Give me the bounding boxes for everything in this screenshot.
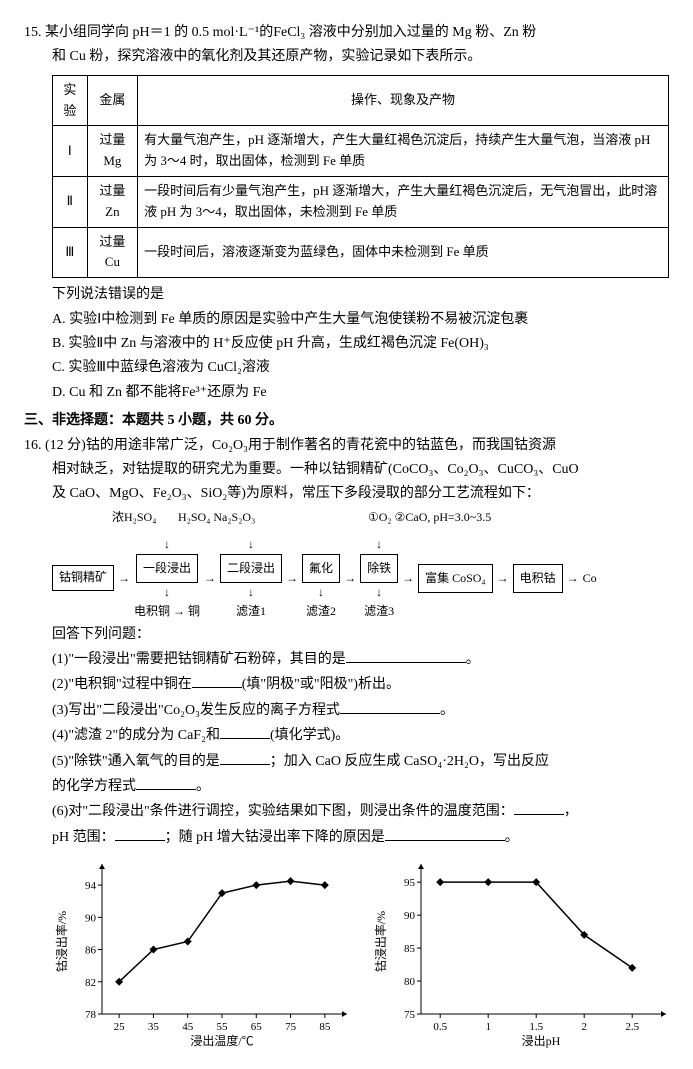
svg-text:80: 80 [404, 976, 416, 988]
arrow-icon: → [495, 569, 511, 588]
q15-table: 实验 金属 操作、现象及产物 Ⅰ 过量 Mg 有大量气泡产生，pH 逐渐增大，产… [52, 75, 669, 278]
q16-number: 16. [24, 438, 42, 453]
flow-b2: 二段浸出 [220, 554, 282, 583]
arrow-icon: → [284, 569, 300, 588]
arrow-icon: → [565, 569, 581, 588]
flow-start: 钴铜精矿 [52, 565, 114, 591]
blank[interactable] [220, 724, 270, 739]
svg-text:1: 1 [485, 1021, 491, 1033]
q15-B: B. 实验Ⅱ中 Zn 与溶液中的 H⁺反应使 pH 升高，生成红褐色沉淀 Fe(… [24, 333, 669, 355]
svg-text:0.5: 0.5 [433, 1021, 447, 1033]
q15-stem-l2: 和 Cu 粉，探究溶液中的氧化剂及其还原产物，实验记录如下表所示。 [24, 46, 669, 68]
q16-p5b: 的化学方程式。 [24, 775, 669, 798]
q16-stem-l2: 相对缺乏，对钴提取的研究尤为重要。一种以钴铜精矿(CoCO₃、Co₂O₃、CuC… [24, 459, 669, 481]
chart-ph: 75 80 85 90 95 0.5 1 1.5 2 2.5 浸出pH 钴浸出率/% [371, 859, 670, 1049]
q16-p4: (4)"滤渣 2"的成分为 CaF₂和(填化学式)。 [24, 724, 669, 747]
blank[interactable] [192, 673, 242, 688]
q16-p3: (3)写出"二段浸出"Co₂O₃发生反应的离子方程式。 [24, 699, 669, 722]
q15-C: C. 实验Ⅲ中蓝绿色溶液为 CuCl₂溶液 [24, 357, 669, 379]
table-row: Ⅲ 过量 Cu 一段时间后，溶液逐渐变为蓝绿色，固体中未检测到 Fe 单质 [53, 227, 669, 278]
flow-b3: 氟化 [302, 554, 340, 583]
flow-d3: 滤渣2 [306, 602, 336, 621]
svg-text:浸出温度/℃: 浸出温度/℃ [190, 1033, 253, 1048]
svg-text:35: 35 [148, 1021, 160, 1033]
flow-top-labels: 浓H₂SO₄ H₂SO₄ Na₂S₂O₃ ①O₂ ②CaO, pH=3.0~3.… [112, 508, 669, 527]
q15-stem: 15. 某小组同学向 pH＝1 的 0.5 mol·L⁻¹的FeCl₃ 溶液中分… [24, 22, 669, 44]
q15-A: A. 实验Ⅰ中检测到 Fe 单质的原因是实验中产生大量气泡使镁粉不易被沉淀包裹 [24, 309, 669, 331]
svg-text:55: 55 [217, 1021, 229, 1033]
th-obs: 操作、现象及产物 [138, 75, 669, 126]
flow-b4: 除铁 [360, 554, 398, 583]
svg-text:85: 85 [404, 943, 416, 955]
svg-text:75: 75 [285, 1021, 297, 1033]
q15-post: 下列说法错误的是 [24, 284, 669, 306]
arrow-icon: → [202, 569, 218, 588]
q16-p6: (6)对"二段浸出"条件进行调控，实验结果如下图，则浸出条件的温度范围：， [24, 800, 669, 823]
blank[interactable] [115, 826, 165, 841]
q16-p5: (5)"除铁"通入氧气的目的是；加入 CaO 反应生成 CaSO₄·2H₂O，写… [24, 750, 669, 773]
svg-text:2: 2 [581, 1021, 587, 1033]
q16-stem: 16. (12 分)钴的用途非常广泛，Co₂O₃用于制作著名的青花瓷中的钴蓝色，… [24, 435, 669, 457]
blank[interactable] [136, 775, 196, 790]
flow-b5: 富集 CoSO₄ [418, 564, 493, 593]
svg-text:45: 45 [182, 1021, 194, 1033]
svg-text:75: 75 [404, 1009, 416, 1021]
svg-text:1.5: 1.5 [529, 1021, 543, 1033]
svg-text:90: 90 [85, 912, 97, 924]
flow-diagram: 钴铜精矿 → ↓ 一段浸出 ↓ 电积铜 → 铜 → ↓ 二段浸出 ↓ 滤渣1 →… [52, 535, 669, 622]
q16-p6b: pH 范围：；随 pH 增大钴浸出率下降的原因是。 [24, 826, 669, 849]
q15-number: 15. [24, 25, 42, 40]
chart-temperature: 788286909425354555657585浸出温度/℃钴浸出率/% [52, 859, 351, 1049]
q16-stem-l3: 及 CaO、MgO、Fe₂O₃、SiO₂等)为原料，常压下多段浸取的部分工艺流程… [24, 483, 669, 505]
arrow-icon: → [400, 569, 416, 588]
flow-b6: 电积钴 [513, 564, 563, 593]
blank[interactable] [514, 800, 564, 815]
svg-text:25: 25 [114, 1021, 126, 1033]
svg-text:2.5: 2.5 [625, 1021, 639, 1033]
svg-text:90: 90 [404, 910, 416, 922]
blank[interactable] [385, 826, 505, 841]
arrow-icon: → [342, 569, 358, 588]
svg-text:95: 95 [404, 877, 416, 889]
flow-b1: 一段浸出 [136, 554, 198, 583]
table-row: Ⅱ 过量 Zn 一段时间后有少量气泡产生，pH 逐渐增大，产生大量红褐色沉淀后，… [53, 176, 669, 227]
arrow-icon: → [116, 569, 132, 588]
svg-text:钴浸出率/%: 钴浸出率/% [54, 911, 69, 972]
blank[interactable] [346, 648, 466, 663]
svg-text:86: 86 [85, 945, 97, 957]
blank[interactable] [340, 699, 440, 714]
svg-text:浸出pH: 浸出pH [521, 1034, 560, 1048]
q16-p1: (1)"一段浸出"需要把钴铜精矿石粉碎，其目的是。 [24, 648, 669, 671]
q16-p2: (2)"电积铜"过程中铜在(填"阴极"或"阳极")析出。 [24, 673, 669, 696]
svg-text:78: 78 [85, 1009, 97, 1021]
table-row: Ⅰ 过量 Mg 有大量气泡产生，pH 逐渐增大，产生大量红褐色沉淀后，持续产生大… [53, 126, 669, 177]
flow-end: Co [583, 569, 597, 588]
flow-d4: 滤渣3 [364, 602, 394, 621]
section-header: 三、非选择题：本题共 5 小题，共 60 分。 [24, 410, 669, 432]
blank[interactable] [220, 750, 270, 765]
th-exp: 实验 [53, 75, 88, 126]
flow-d2: 滤渣1 [236, 602, 266, 621]
flow-d1: 电积铜 → 铜 [134, 602, 200, 621]
q15-D: D. Cu 和 Zn 都不能将Fe³⁺还原为 Fe [24, 382, 669, 404]
th-metal: 金属 [87, 75, 137, 126]
svg-text:94: 94 [85, 880, 97, 892]
q16-answer: 回答下列问题： [24, 624, 669, 646]
svg-text:85: 85 [319, 1021, 331, 1033]
charts: 788286909425354555657585浸出温度/℃钴浸出率/% 758… [24, 859, 669, 1049]
svg-text:65: 65 [251, 1021, 262, 1033]
svg-text:钴浸出率/%: 钴浸出率/% [373, 911, 388, 972]
